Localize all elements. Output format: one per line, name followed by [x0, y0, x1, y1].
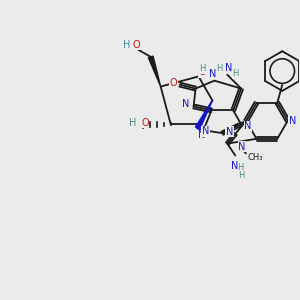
- Text: N: N: [202, 126, 209, 136]
- Text: H: H: [238, 171, 244, 180]
- Text: N: N: [209, 69, 216, 79]
- Text: N: N: [289, 116, 296, 126]
- Text: H: H: [130, 118, 137, 128]
- Text: N: N: [182, 99, 189, 110]
- Text: N: N: [231, 161, 239, 172]
- Text: H: H: [123, 40, 131, 50]
- Text: N: N: [238, 142, 245, 152]
- Text: H: H: [232, 69, 238, 78]
- Text: N: N: [226, 127, 233, 137]
- Text: O: O: [132, 40, 140, 50]
- Text: CH₃: CH₃: [248, 153, 263, 162]
- Text: H: H: [216, 64, 223, 73]
- Text: O: O: [141, 118, 149, 128]
- Text: H: H: [199, 64, 206, 73]
- Text: O: O: [199, 68, 206, 77]
- Polygon shape: [195, 100, 212, 129]
- Text: O: O: [170, 78, 178, 88]
- Text: H: H: [237, 164, 244, 172]
- Text: N: N: [225, 63, 232, 73]
- Text: N: N: [244, 121, 252, 131]
- Text: N: N: [198, 130, 205, 140]
- Polygon shape: [148, 56, 161, 87]
